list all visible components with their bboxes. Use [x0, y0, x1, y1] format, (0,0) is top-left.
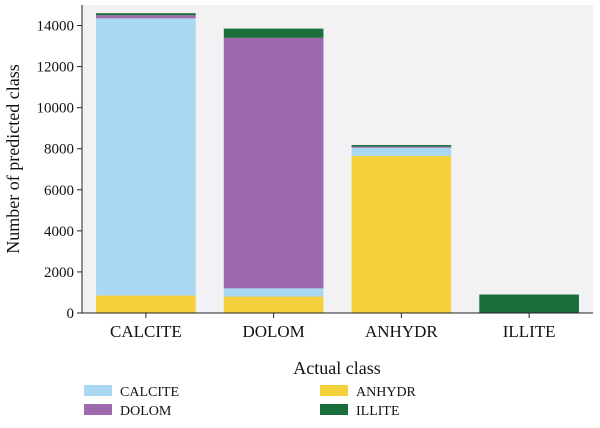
- legend-swatch-calcite: [84, 385, 112, 396]
- y-tick-label: 14000: [37, 19, 75, 35]
- bar-anhydr-illite: [351, 145, 452, 147]
- x-tick-label: ANHYDR: [365, 322, 438, 341]
- y-tick-label: 0: [67, 306, 75, 322]
- legend-label-anhydr: ANHYDR: [356, 385, 417, 400]
- x-tick-label: DOLOM: [242, 322, 304, 341]
- legend-label-dolom: DOLOM: [120, 404, 172, 419]
- legend-swatch-dolom: [84, 404, 112, 415]
- bar-dolom-anhydr: [223, 296, 324, 313]
- bar-calcite-calcite: [96, 18, 196, 296]
- legend: CALCITE ANHYDR DOLOM ILLITE: [84, 385, 417, 419]
- bar-dolom-illite: [223, 28, 324, 38]
- x-axis: CALCITE DOLOM ANHYDR ILLITE: [82, 312, 593, 341]
- y-tick-label: 4000: [44, 224, 74, 240]
- bar-calcite-illite: [96, 13, 196, 16]
- bar-calcite-anhydr: [96, 295, 196, 313]
- legend-label-illite: ILLITE: [356, 404, 400, 419]
- x-axis-label: Actual class: [293, 358, 380, 378]
- y-tick-label: 2000: [44, 265, 74, 281]
- bar-illite-illite: [479, 294, 579, 313]
- bar-dolom-calcite: [223, 288, 324, 297]
- y-axis-label: Number of predicted class: [3, 64, 23, 253]
- bar-dolom-dolom: [223, 37, 324, 289]
- legend-label-calcite: CALCITE: [120, 385, 179, 400]
- bar-calcite-dolom: [96, 15, 196, 19]
- y-tick-label: 12000: [37, 60, 75, 76]
- y-axis: 0 2000 4000 6000 8000 10000 12000 14000: [37, 5, 83, 322]
- y-tick-label: 10000: [37, 101, 75, 117]
- x-tick-label: ILLITE: [503, 322, 556, 341]
- bar-anhydr-calcite: [351, 147, 452, 156]
- y-tick-label: 6000: [44, 183, 74, 199]
- bar-anhydr-anhydr: [351, 155, 452, 313]
- legend-swatch-anhydr: [320, 385, 348, 396]
- y-tick-label: 8000: [44, 142, 74, 158]
- x-tick-label: CALCITE: [110, 322, 182, 341]
- legend-swatch-illite: [320, 404, 348, 415]
- bars-group: [96, 13, 579, 313]
- bar-anhydr-dolom: [351, 146, 452, 148]
